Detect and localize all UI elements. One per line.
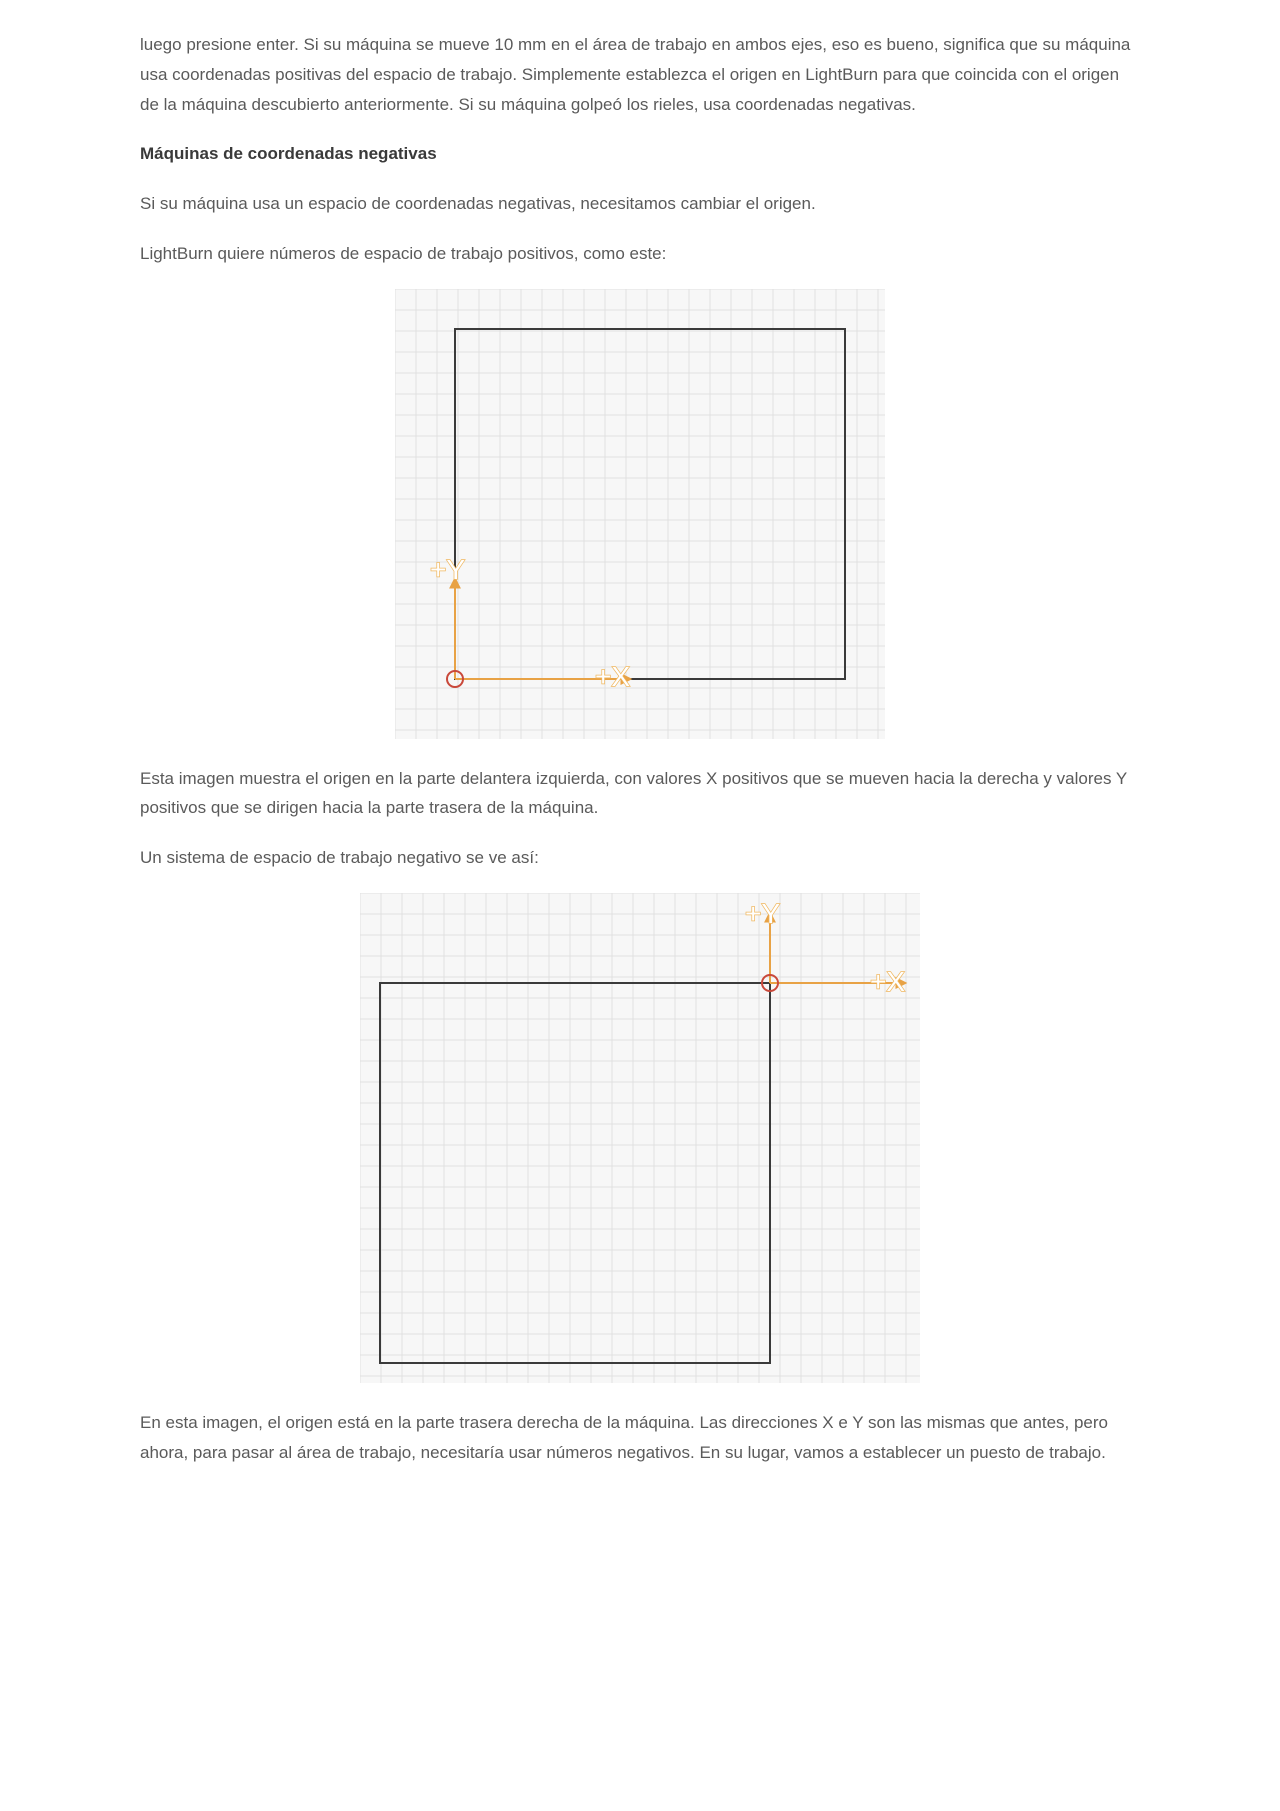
svg-text:+Y: +Y [430, 554, 465, 585]
paragraph-2: LightBurn quiere números de espacio de t… [140, 239, 1140, 269]
paragraph-3: Esta imagen muestra el origen en la part… [140, 764, 1140, 824]
paragraph-1: Si su máquina usa un espacio de coordena… [140, 189, 1140, 219]
svg-text:+X: +X [870, 966, 905, 997]
coordinate-diagram-positive: +X +Y [395, 289, 885, 739]
heading-negative-coords: Máquinas de coordenadas negativas [140, 139, 1140, 169]
paragraph-intro: luego presione enter. Si su máquina se m… [140, 30, 1140, 119]
svg-text:+Y: +Y [745, 898, 780, 929]
paragraph-5: En esta imagen, el origen está en la par… [140, 1408, 1140, 1468]
figure-negative-workspace: +X +Y [140, 893, 1140, 1383]
svg-text:+X: +X [595, 661, 630, 692]
paragraph-4: Un sistema de espacio de trabajo negativ… [140, 843, 1140, 873]
figure-positive-workspace: +X +Y [140, 289, 1140, 739]
coordinate-diagram-negative: +X +Y [360, 893, 920, 1383]
